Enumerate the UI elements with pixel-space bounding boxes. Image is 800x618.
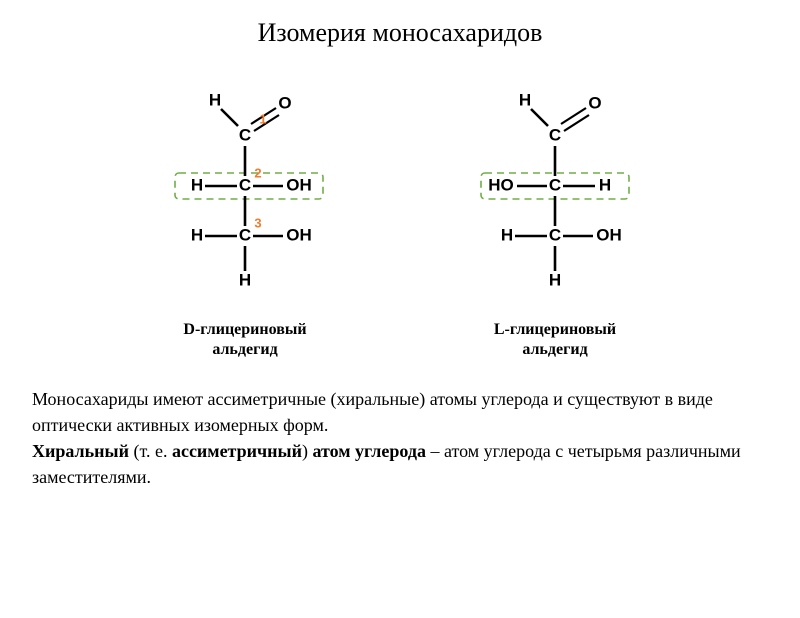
atom-O: O — [278, 93, 291, 112]
paragraph-1: Моносахариды имеют ассиметричные (хираль… — [32, 386, 768, 438]
atom-H: H — [239, 270, 251, 289]
atom-C3: C — [549, 225, 561, 244]
body-text: Моносахариды имеют ассиметричные (хираль… — [32, 386, 768, 490]
d-glyceraldehyde-block: H O C H C OH H C OH H 1 2 3 D-глицеринов… — [145, 76, 345, 360]
atom-H: H — [501, 225, 513, 244]
atom-H: H — [191, 225, 203, 244]
bold-term: атом углерода — [312, 441, 426, 461]
atom-C3: C — [239, 225, 251, 244]
page-title: Изомерия моносахаридов — [0, 18, 800, 48]
bold-term: Хиральный — [32, 441, 129, 461]
double-bond-2 — [564, 115, 589, 131]
atom-HO: HO — [488, 175, 514, 194]
atom-OH: OH — [286, 225, 312, 244]
d-glyceraldehyde-caption: D-глицериновый альдегид — [183, 320, 306, 360]
atom-H: H — [209, 90, 221, 109]
bond — [531, 109, 548, 126]
text-span: ) — [302, 441, 313, 461]
paragraph-2: Хиральный (т. е. ассиметричный) атом угл… — [32, 438, 768, 490]
atom-C2: C — [239, 175, 251, 194]
d-glyceraldehyde-structure: H O C H C OH H C OH H 1 2 3 — [145, 76, 345, 306]
atom-C2: C — [549, 175, 561, 194]
atom-OH: OH — [596, 225, 622, 244]
double-bond-1 — [561, 108, 586, 124]
carbon-number-1: 1 — [259, 111, 266, 126]
structures-row: H O C H C OH H C OH H 1 2 3 D-глицеринов… — [0, 76, 800, 360]
atom-H: H — [599, 175, 611, 194]
atom-H: H — [519, 90, 531, 109]
caption-line: альдегид — [522, 341, 587, 358]
atom-C1: C — [239, 125, 251, 144]
caption-line: L-глицериновый — [494, 321, 616, 338]
l-glyceraldehyde-structure: H O C HO C H H C OH H — [455, 76, 655, 306]
carbon-number-2: 2 — [254, 165, 261, 180]
bold-term: ассиметричный — [172, 441, 302, 461]
text-span: (т. е. — [129, 441, 172, 461]
atom-OH: OH — [286, 175, 312, 194]
atom-O: O — [588, 93, 601, 112]
carbon-number-3: 3 — [254, 215, 261, 230]
atom-C1: C — [549, 125, 561, 144]
atom-H: H — [191, 175, 203, 194]
l-glyceraldehyde-caption: L-глицериновый альдегид — [494, 320, 616, 360]
caption-line: альдегид — [212, 341, 277, 358]
l-glyceraldehyde-block: H O C HO C H H C OH H L-глицериновый аль… — [455, 76, 655, 360]
caption-line: D-глицериновый — [183, 321, 306, 338]
atom-H: H — [549, 270, 561, 289]
bond — [221, 109, 238, 126]
